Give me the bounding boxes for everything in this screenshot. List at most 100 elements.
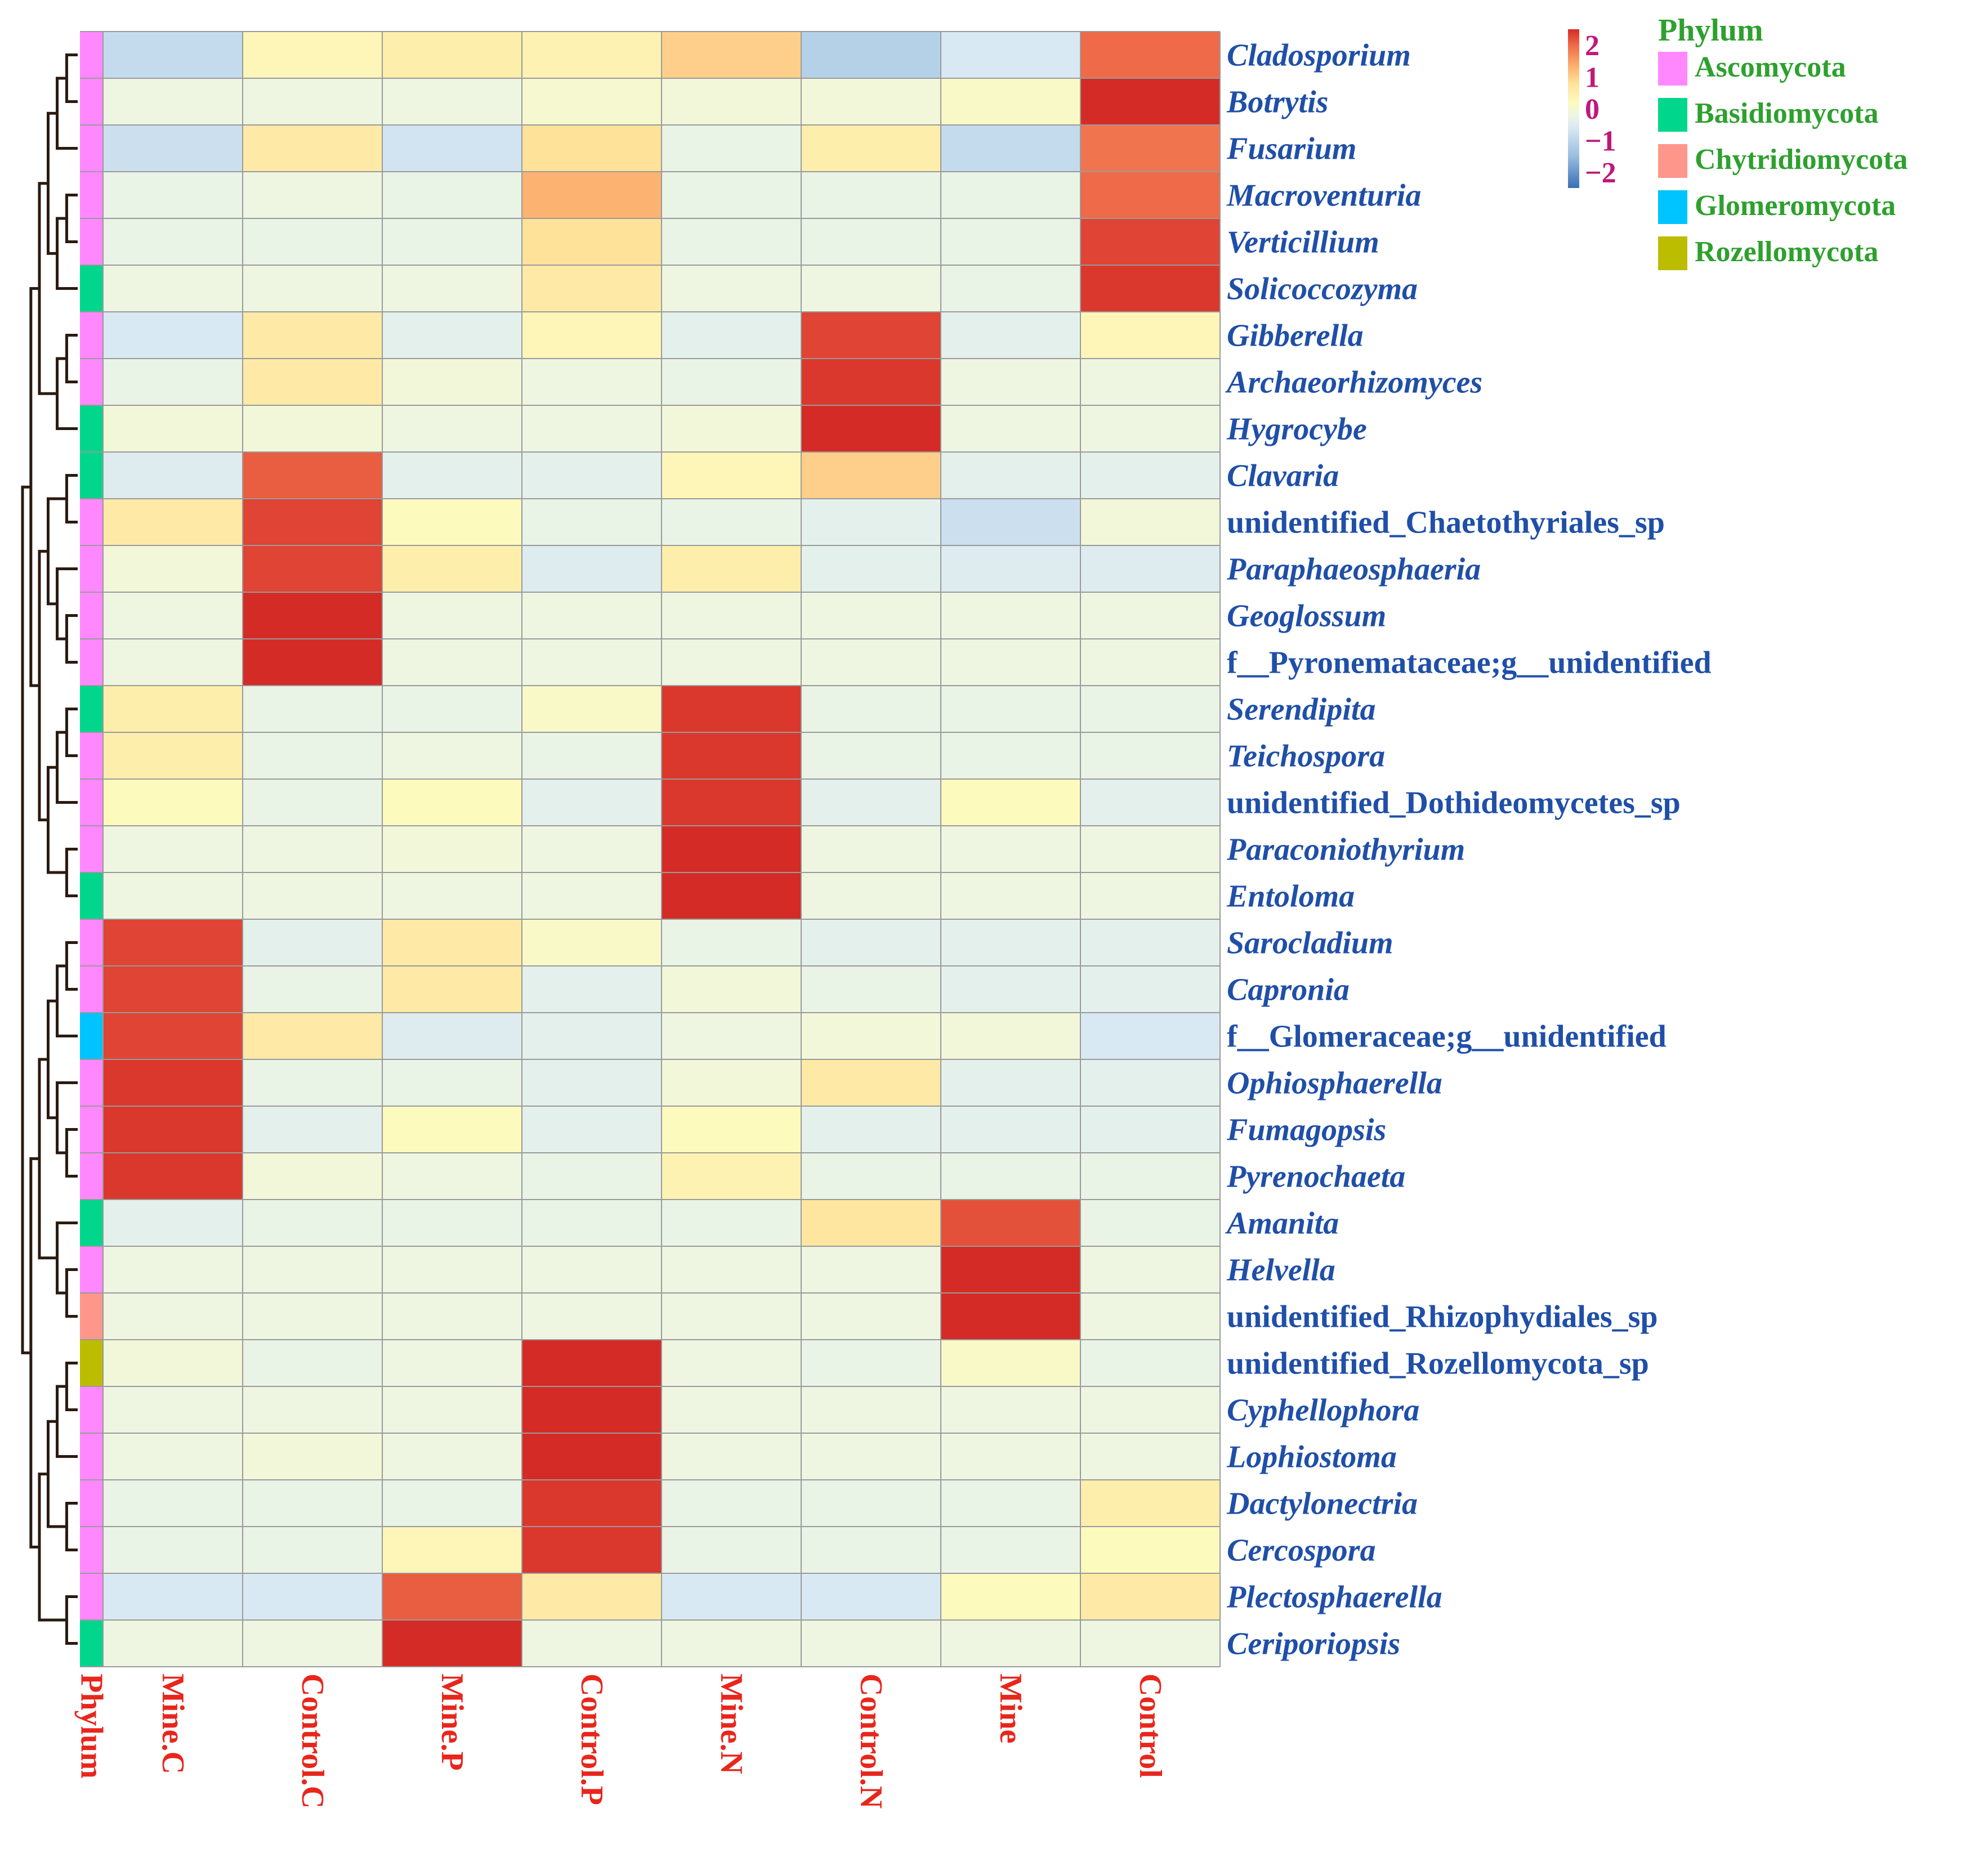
heat-cell-r15-c6 [801,686,941,733]
heat-cell-r35-c3 [382,1620,522,1667]
heat-cell-r22-c7 [941,1013,1081,1060]
heat-cell-r28-c6 [801,1293,941,1340]
dendrogram-branch [21,485,31,1354]
heat-cell-r2-c8 [1080,78,1221,126]
heat-cell-r3-c8 [1080,125,1221,172]
phylum-cell-7 [80,312,103,359]
heat-cell-r8-c8 [1080,359,1221,406]
heat-cell-r3-c6 [801,125,941,172]
heat-cell-r28-c7 [941,1293,1081,1340]
heat-cell-r8-c4 [522,359,662,406]
heat-cell-r22-c1 [103,1013,243,1060]
heat-cell-r23-c7 [941,1059,1081,1107]
dendrogram-branch [38,1058,57,1260]
heat-cell-r30-c7 [941,1386,1081,1434]
heat-cell-r9-c1 [103,405,243,453]
phylum-cell-29 [80,1340,103,1387]
legend-swatch-basidiomycota [1658,98,1687,132]
heat-cell-r26-c5 [662,1200,802,1247]
heat-cell-r15-c7 [941,686,1081,733]
heat-cell-r28-c4 [522,1293,662,1340]
heat-cell-r9-c8 [1080,405,1221,453]
heat-cell-r30-c6 [801,1386,941,1434]
heat-cell-r20-c4 [522,919,662,966]
phylum-cell-23 [80,1059,103,1107]
heat-cell-r31-c6 [801,1433,941,1480]
phylum-cell-15 [80,686,103,733]
heat-cell-r13-c7 [941,592,1081,639]
heat-cell-r19-c3 [382,872,522,920]
heat-cell-r14-c6 [801,639,941,686]
heat-cell-r16-c7 [941,732,1081,780]
heat-cell-r31-c1 [103,1433,243,1480]
phylum-cell-35 [80,1620,103,1667]
heat-cell-r17-c2 [243,779,383,826]
phylum-cell-30 [80,1386,103,1434]
legend-swatch-glomeromycota [1658,190,1687,224]
heat-cell-r16-c1 [103,732,243,780]
color-scale-tick-3: 0 [1585,93,1600,126]
heat-cell-r28-c3 [382,1293,522,1340]
heat-cell-r9-c2 [243,405,383,453]
heat-cell-r17-c7 [941,779,1081,826]
heat-cell-r6-c5 [662,265,802,312]
heat-cell-r34-c4 [522,1573,662,1621]
heat-cell-r17-c5 [662,779,802,826]
heat-cell-r7-c5 [662,312,802,359]
heat-cell-r28-c8 [1080,1293,1221,1340]
heat-cell-r3-c1 [103,125,243,172]
heat-cell-r20-c1 [103,919,243,966]
heat-cell-r13-c5 [662,592,802,639]
heat-cell-r16-c3 [382,732,522,780]
color-scale-gradient [1568,29,1579,188]
heat-cell-r8-c3 [382,359,522,406]
row-label-35: Ceriporiopsis [1227,1627,1400,1662]
dendrogram-branch [56,77,78,150]
heat-cell-r5-c5 [662,218,802,266]
heat-cell-r4-c3 [382,172,522,219]
heat-cell-r8-c1 [103,359,243,406]
heat-cell-r19-c2 [243,872,383,920]
row-label-15: Serendipita [1227,692,1375,727]
heat-cell-r29-c5 [662,1340,802,1387]
phylum-cell-10 [80,452,103,499]
heat-cell-r21-c6 [801,966,941,1013]
heat-cell-r22-c8 [1080,1013,1221,1060]
heat-cell-r6-c4 [522,265,662,312]
legend-label-basidiomycota: Basidiomycota [1695,97,1878,129]
heat-cell-r24-c8 [1080,1106,1221,1153]
heat-cell-r24-c2 [243,1106,383,1153]
heat-cell-r5-c6 [801,218,941,266]
row-label-10: Clavaria [1227,459,1339,494]
heat-cell-r2-c2 [243,78,383,126]
phylum-cell-22 [80,1013,103,1060]
heat-cell-r35-c6 [801,1620,941,1667]
heat-cell-r18-c1 [103,826,243,873]
heat-cell-r14-c1 [103,639,243,686]
heat-cell-r14-c3 [382,639,522,686]
heat-cell-r30-c3 [382,1386,522,1434]
heat-cell-r22-c6 [801,1013,941,1060]
heat-cell-r29-c6 [801,1340,941,1387]
heat-cell-r1-c7 [941,32,1081,79]
column-label-4: Control.P [574,1673,609,1805]
heat-cell-r21-c8 [1080,966,1221,1013]
column-labels: Phylum Mine.C Control.C Mine.P Control.P Mine… [74,1673,1168,1809]
heat-cell-r33-c2 [243,1527,383,1574]
phylum-cell-25 [80,1153,103,1200]
heat-cell-r32-c5 [662,1480,802,1527]
heat-cell-r7-c1 [103,312,243,359]
phylum-cell-4 [80,172,103,219]
heat-cell-r34-c1 [103,1573,243,1621]
row-label-2: Botrytis [1226,85,1328,120]
heat-cell-r12-c6 [801,545,941,593]
row-label-34: Plectosphaerella [1226,1580,1442,1615]
heat-cell-r15-c5 [662,686,802,733]
heat-cell-r21-c1 [103,966,243,1013]
heat-cell-r10-c7 [941,452,1081,499]
dendrogram-branch [38,182,57,395]
heat-cell-r18-c4 [522,826,662,873]
row-dendrogram [21,53,78,1645]
heat-cell-r16-c4 [522,732,662,780]
dendrogram-branch [65,334,78,383]
